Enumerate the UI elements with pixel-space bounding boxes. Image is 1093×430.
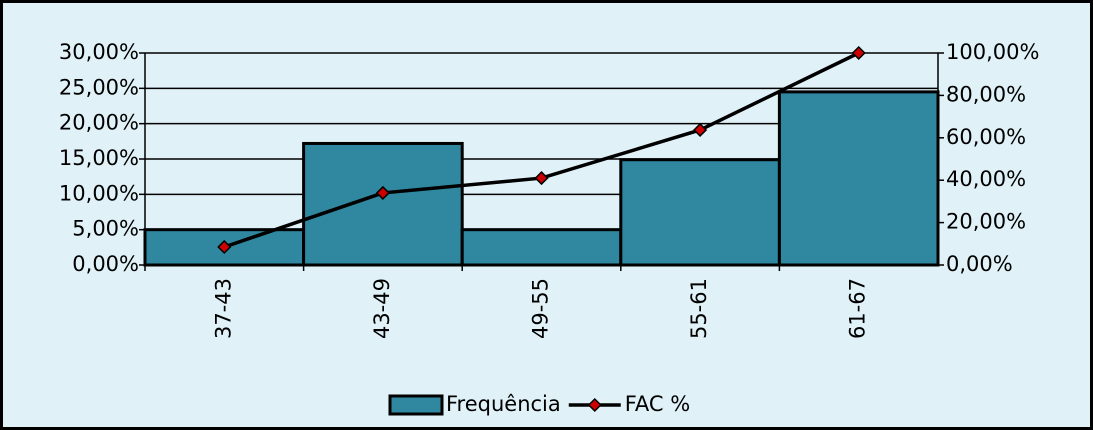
y2-tick-label: 80,00% <box>946 82 1026 106</box>
y-tick-label: 20,00% <box>59 111 139 135</box>
legend-swatch <box>388 394 444 416</box>
y2-tick-label: 40,00% <box>946 167 1026 191</box>
legend-label: Frequência <box>446 392 561 416</box>
y-tick-label: 10,00% <box>59 181 139 205</box>
y-tick-label: 25,00% <box>59 75 139 99</box>
marker <box>375 185 390 200</box>
bar <box>777 90 940 267</box>
bar <box>460 228 623 267</box>
bar <box>302 141 464 267</box>
y-tick-label: 30,00% <box>59 40 139 64</box>
x-tick-label: 49-55 <box>529 278 553 339</box>
x-tick-label: 55-61 <box>687 278 711 339</box>
y-tick-label: 0,00% <box>72 252 139 276</box>
legend-label: FAC % <box>625 392 690 416</box>
marker <box>534 171 549 186</box>
x-tick-label: 43-49 <box>370 278 394 339</box>
y-tick-label: 5,00% <box>72 217 139 241</box>
marker <box>217 239 232 255</box>
bar <box>619 158 781 267</box>
marker <box>693 122 708 138</box>
y-tick-label: 15,00% <box>59 146 139 170</box>
legend-marker <box>587 397 602 413</box>
x-tick-label: 61-67 <box>846 278 870 339</box>
y2-tick-label: 100,00% <box>946 40 1039 64</box>
x-tick-label: 37-43 <box>211 278 235 339</box>
y2-tick-label: 0,00% <box>946 252 1013 276</box>
marker <box>851 45 866 61</box>
y2-tick-label: 20,00% <box>946 210 1026 234</box>
y2-tick-label: 60,00% <box>946 125 1026 149</box>
